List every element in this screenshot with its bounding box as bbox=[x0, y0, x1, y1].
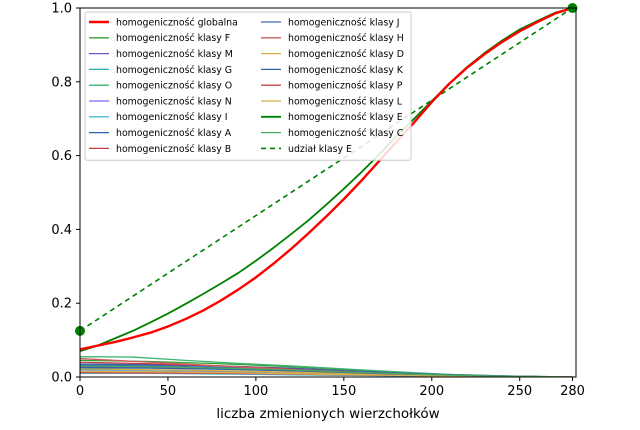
x-axis-title: liczba zmienionych wierzchołków bbox=[216, 406, 439, 422]
legend-label: homogeniczność klasy I bbox=[116, 112, 228, 123]
legend-label: homogeniczność klasy O bbox=[116, 81, 232, 92]
legend-item: homogeniczność klasy J bbox=[261, 17, 400, 28]
legend-item: homogeniczność klasy P bbox=[261, 81, 403, 92]
legend-item: homogeniczność klasy O bbox=[89, 81, 232, 92]
y-axis: 0.0 0.2 0.4 0.6 0.8 1.0 bbox=[51, 2, 80, 386]
series-line-0 bbox=[80, 8, 573, 351]
legend-item: homogeniczność klasy L bbox=[261, 96, 403, 107]
legend-label: homogeniczność klasy E bbox=[288, 112, 403, 123]
legend-box bbox=[84, 11, 412, 161]
x-tick-label: 50 bbox=[160, 384, 177, 399]
series-line-16 bbox=[80, 365, 573, 377]
y-tick-label: 1.0 bbox=[51, 2, 72, 17]
y-tick-label: 0.6 bbox=[51, 149, 72, 164]
legend-item: homogeniczność klasy M bbox=[89, 49, 233, 60]
y-tick-label: 0.8 bbox=[51, 75, 72, 90]
legend-item: homogeniczność globalna bbox=[89, 17, 238, 28]
x-tick-label: 280 bbox=[560, 384, 585, 399]
y-tick-label: 0.4 bbox=[51, 223, 72, 238]
legend-label: homogeniczność klasy H bbox=[288, 33, 404, 44]
legend-label: homogeniczność klasy A bbox=[116, 128, 232, 139]
legend-item: homogeniczność klasy K bbox=[261, 65, 404, 76]
legend-item: homogeniczność klasy F bbox=[89, 33, 230, 44]
legend-label: homogeniczność klasy P bbox=[288, 81, 403, 92]
legend-label: homogeniczność klasy C bbox=[288, 128, 404, 139]
legend-item: homogeniczność klasy A bbox=[89, 128, 232, 139]
legend-label: homogeniczność klasy F bbox=[116, 33, 230, 44]
legend-label: udział klasy E bbox=[288, 144, 352, 155]
legend-label: homogeniczność klasy D bbox=[288, 49, 404, 60]
legend-item: homogeniczność klasy C bbox=[261, 128, 404, 139]
legend-item: homogeniczność klasy H bbox=[261, 33, 404, 44]
legend-label: homogeniczność klasy M bbox=[116, 49, 233, 60]
x-tick-label: 100 bbox=[243, 384, 268, 399]
legend-item: udział klasy E bbox=[261, 144, 352, 155]
y-tick-label: 0.2 bbox=[51, 297, 72, 312]
x-tick-label: 150 bbox=[331, 384, 356, 399]
y-tick-label: 0.0 bbox=[51, 371, 72, 386]
x-tick-label: 250 bbox=[507, 384, 532, 399]
legend-item: homogeniczność klasy B bbox=[89, 144, 231, 155]
legend-item: homogeniczność klasy D bbox=[261, 49, 404, 60]
x-tick-label: 0 bbox=[76, 384, 84, 399]
legend-item: homogeniczność klasy N bbox=[89, 96, 232, 107]
x-tick-label: 200 bbox=[419, 384, 444, 399]
series-line-17 bbox=[80, 8, 573, 332]
legend-label: homogeniczność globalna bbox=[116, 17, 238, 28]
x-axis: 0 50 100 150 200 250 280 bbox=[76, 377, 585, 399]
legend-label: homogeniczność klasy K bbox=[288, 65, 404, 76]
legend: homogeniczność globalna homogeniczność kl… bbox=[84, 11, 412, 161]
legend-item: homogeniczność klasy G bbox=[89, 65, 232, 76]
legend-label: homogeniczność klasy L bbox=[288, 96, 403, 107]
legend-item: homogeniczność klasy I bbox=[89, 112, 228, 123]
legend-label: homogeniczność klasy B bbox=[116, 144, 231, 155]
legend-label: homogeniczność klasy J bbox=[288, 17, 400, 28]
legend-label: homogeniczność klasy N bbox=[116, 96, 232, 107]
legend-label: homogeniczność klasy G bbox=[116, 65, 232, 76]
legend-item: homogeniczność klasy E bbox=[261, 112, 403, 123]
plot-frame bbox=[79, 7, 577, 378]
